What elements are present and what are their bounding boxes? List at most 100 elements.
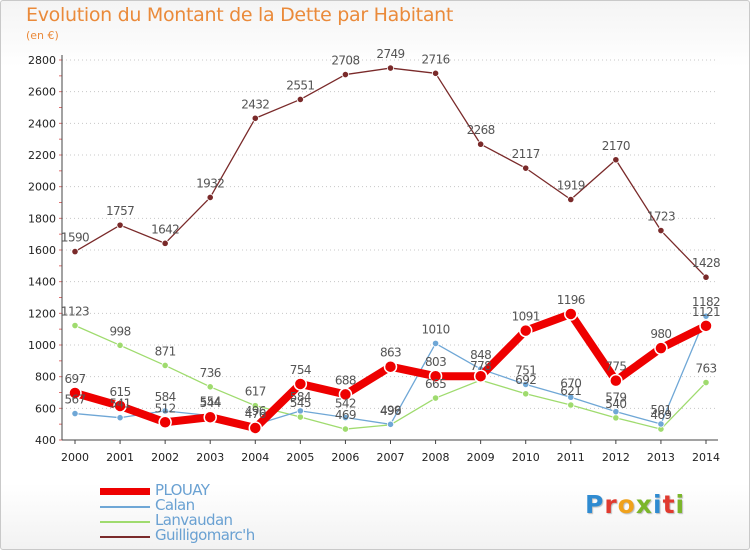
data-point [296,413,304,421]
data-label: 998 [110,324,131,338]
data-point [567,401,575,409]
data-label: 1757 [106,204,134,218]
data-point [654,341,668,355]
series-line-3 [74,67,707,278]
data-point [341,70,350,79]
y-tick-label: 2600 [28,86,56,99]
legend-swatch [100,488,150,495]
data-point [428,369,443,383]
data-point [161,361,169,370]
data-point [473,369,488,383]
logo-letter: P [585,490,605,519]
data-label: 567 [64,393,85,407]
data-label: 1590 [61,231,89,245]
data-point [564,307,578,321]
data-point [293,377,308,391]
data-label: 1723 [647,210,675,224]
data-label: 863 [380,346,401,360]
data-label: 541 [110,397,131,411]
y-tick-label: 1600 [28,244,56,257]
data-label: 542 [335,397,356,411]
data-label: 540 [605,397,626,411]
data-label: 736 [200,366,221,380]
x-tick-label: 2007 [377,451,405,464]
data-label: 1123 [61,305,89,319]
data-point [71,409,79,418]
data-point [71,321,79,330]
data-point [612,408,620,416]
data-label: 778 [470,359,491,373]
data-point [341,413,350,422]
data-label: 499 [380,403,401,417]
data-label: 544 [200,396,221,410]
logo-letter: i [675,490,686,519]
x-tick-label: 2011 [557,451,585,464]
x-tick-label: 2000 [61,451,89,464]
data-label: 2551 [286,78,314,92]
legend-swatch [100,521,150,523]
x-tick-label: 2008 [422,451,450,464]
x-tick-label: 2010 [512,451,540,464]
data-label: 1196 [557,293,585,307]
data-point [386,64,395,72]
data-point [341,425,350,433]
data-point [567,195,575,204]
logo-letter: r [604,490,618,519]
data-label: 501 [650,403,671,417]
y-tick-label: 600 [35,402,56,415]
data-point [612,414,620,422]
data-label: 2432 [241,97,269,111]
data-point [161,239,169,247]
data-point [113,399,127,413]
x-tick-label: 2013 [647,451,675,464]
data-point [657,226,665,235]
data-label: 615 [110,385,131,399]
y-tick-label: 2400 [28,117,56,130]
data-label: 584 [155,390,176,404]
y-tick-label: 1200 [28,307,56,320]
data-point [251,402,259,410]
data-point [383,359,398,374]
data-point [702,273,710,281]
data-point [567,393,575,401]
data-label: 2117 [512,147,540,161]
data-point [116,221,124,229]
data-label: 617 [245,385,266,399]
y-tick-label: 400 [35,434,56,447]
logo-letter: i [653,490,663,519]
data-point [431,339,440,348]
data-label: 621 [560,384,581,398]
data-label: 1010 [422,322,450,336]
y-tick-label: 2800 [28,54,56,67]
data-point [161,407,169,415]
data-point [296,407,304,415]
data-point [251,114,259,122]
data-label: 1932 [196,176,224,190]
data-label: 763 [695,362,716,376]
data-point [206,193,214,202]
data-label: 545 [290,396,311,410]
data-label: 1121 [692,305,720,319]
data-point [657,420,665,428]
data-point [702,378,710,387]
legend-swatch [100,506,150,508]
data-point [116,414,124,422]
data-point [116,341,124,349]
data-label: 2749 [376,47,404,61]
y-tick-label: 2000 [28,181,56,194]
data-point [296,95,304,104]
data-label: 476 [245,407,266,421]
data-label: 1182 [692,295,720,309]
data-point [518,323,533,338]
x-tick-label: 2002 [151,451,179,464]
y-tick-label: 1800 [28,212,56,225]
data-label: 775 [605,360,626,374]
legend-label: Lanvaudan [155,511,233,529]
data-point [477,140,485,148]
data-label: 469 [335,408,356,422]
data-label: 751 [515,363,536,377]
data-point [522,390,530,398]
data-point [699,319,713,333]
logo-letter: x [635,490,653,519]
